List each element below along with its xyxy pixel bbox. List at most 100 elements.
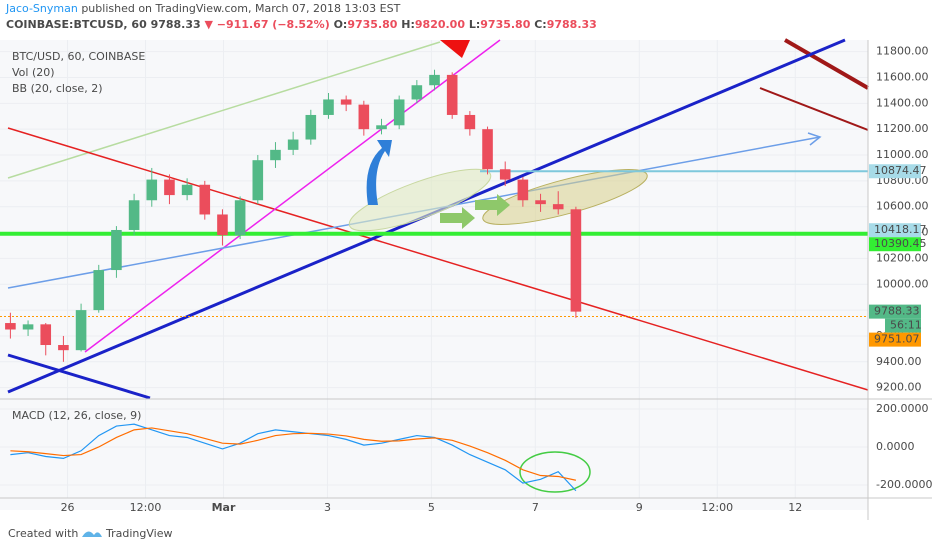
candle-body [217, 214, 228, 236]
ohlc-h: 9820.00 [415, 18, 465, 31]
candle-body [358, 104, 370, 130]
x-tick-label: 5 [428, 501, 435, 514]
legend: BB (20, close, 2) [12, 82, 103, 95]
candle-body [287, 139, 299, 150]
x-tick-label: 9 [636, 501, 643, 514]
marker [440, 40, 470, 58]
candle-body [446, 74, 458, 115]
y-tick-label: -200.0000 [876, 478, 932, 491]
price-tag [869, 164, 921, 179]
candle-body [111, 229, 122, 271]
y-tick-label: 11400.00 [876, 96, 929, 109]
candle-body [164, 179, 175, 196]
ohlc-l: 9735.80 [480, 18, 530, 31]
legend: MACD (12, 26, close, 9) [12, 409, 141, 422]
x-tick-label: 7 [532, 501, 539, 514]
y-tick-label: 9400.00 [876, 355, 922, 368]
trend-line [84, 39, 501, 353]
candle-body [234, 200, 246, 236]
y-tick-label: 9200.00 [876, 381, 922, 394]
candle-body [40, 324, 52, 346]
candle-body [75, 310, 87, 351]
candle-body [181, 184, 193, 196]
ohlc-c: 9788.33 [547, 18, 597, 31]
ohlc-o-k: O: [334, 18, 348, 31]
trend-line [7, 41, 441, 179]
plot-background [0, 40, 868, 510]
candle-body [252, 160, 264, 201]
symbol-line: COINBASE:BTCUSD, 60 9788.33 ▼ −911.67 (−… [6, 18, 597, 31]
trend-line [783, 38, 870, 90]
candle-body [393, 99, 405, 126]
candle-body [22, 324, 34, 330]
y-tick-label: 10600.00 [876, 200, 929, 213]
ellipse [482, 169, 648, 225]
y-tick-label: 11200.00 [876, 122, 929, 135]
x-tick-label: 12:00 [130, 501, 162, 514]
circle [519, 451, 591, 493]
y-tick-label: 10200.00 [876, 251, 929, 264]
candle-body [93, 270, 105, 311]
x-tick-label: 12:00 [701, 501, 733, 514]
price-tag-label: 10390.45 [874, 237, 927, 250]
legend: BTC/USD, 60, COINBASE [12, 50, 145, 63]
candle-body [5, 323, 16, 330]
author[interactable]: Jaco-Snyman [5, 2, 78, 15]
candle-body [552, 204, 564, 210]
ellipse [348, 168, 492, 232]
candle-body [464, 114, 476, 130]
candle-body [376, 125, 387, 130]
ohlc-c-k: C: [534, 18, 546, 31]
candle-body [570, 209, 582, 312]
macd-line [10, 423, 577, 492]
footer-brand[interactable]: TradingView [105, 527, 172, 540]
arrow [475, 194, 510, 216]
x-tick-label: 12 [788, 501, 802, 514]
x-tick-label: 26 [61, 501, 75, 514]
candle-body [411, 85, 423, 100]
price-tag [869, 304, 921, 319]
candle-body [146, 179, 158, 201]
footer-text: Created with [8, 527, 78, 540]
price-tag-label: 10418.17 [874, 223, 927, 236]
y-tick-label: 11000.00 [876, 148, 929, 161]
change: ▼ −911.67 (−8.52%) [205, 18, 330, 31]
price-tag [869, 237, 921, 252]
arrow [440, 207, 475, 229]
candle-body [270, 149, 281, 161]
price-tag-label: 9751.07 [874, 333, 920, 346]
candle-body [128, 200, 140, 230]
candle-body [199, 184, 211, 215]
candle-body [499, 169, 511, 180]
countdown-tag [885, 318, 921, 333]
trend-line [759, 87, 869, 131]
header-line: Jaco-Snyman published on TradingView.com… [5, 2, 401, 15]
y-tick-label: 10000.00 [876, 277, 929, 290]
candle-body [305, 114, 317, 140]
legend: Vol (20) [12, 66, 55, 79]
symbol: COINBASE:BTCUSD, 60 [6, 18, 147, 31]
ohlc-l-k: L: [469, 18, 480, 31]
price-tag [869, 223, 921, 238]
curved-arrow [366, 140, 392, 205]
y-tick-label: 11600.00 [876, 70, 929, 83]
logo [82, 531, 102, 537]
countdown: 56:11 [890, 319, 922, 332]
candle-body [323, 99, 334, 115]
arrow-head [807, 132, 822, 146]
candle-body [482, 129, 493, 170]
x-tick-label: 3 [324, 501, 331, 514]
price-tag [869, 332, 921, 347]
ohlc-o: 9735.80 [347, 18, 397, 31]
ohlc-h-k: H: [401, 18, 415, 31]
candle-body [429, 74, 440, 86]
macd-line [10, 427, 577, 481]
y-tick-label: 200.0000 [876, 402, 929, 415]
published: published on TradingView.com, March 07, … [81, 2, 400, 15]
candle-body [340, 99, 352, 105]
last: 9788.33 [151, 18, 201, 31]
marks [0, 69, 868, 492]
x-tick-label: Mar [212, 501, 236, 514]
price-tag-label: 10874.47 [874, 164, 927, 177]
